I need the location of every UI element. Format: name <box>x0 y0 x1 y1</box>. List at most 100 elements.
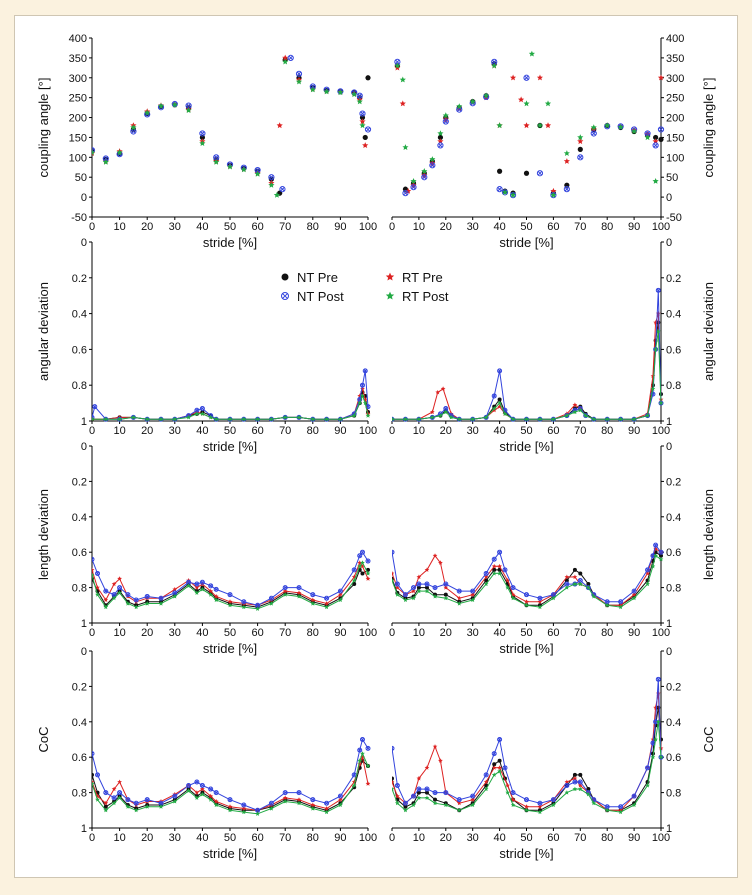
data-point <box>437 142 444 149</box>
y-axis-label: CoC <box>701 726 716 752</box>
data-point <box>227 797 233 803</box>
data-point <box>362 368 368 374</box>
data-point <box>550 191 557 198</box>
data-point <box>563 150 570 156</box>
data-point <box>402 144 409 150</box>
data-point <box>491 765 497 770</box>
chart-coc-right: 0 10 20 30 40 50 60 70 80 90 100 0 0.2 0.4 0.6 0.8 1 stri… <box>389 646 716 861</box>
data-point <box>591 416 597 422</box>
data-point <box>273 191 280 198</box>
data-point <box>658 400 664 406</box>
x-tick-label: 70 <box>574 832 586 844</box>
data-point <box>296 790 302 796</box>
plot-area <box>394 50 665 199</box>
legend-item: NT Post <box>281 289 344 304</box>
data-point <box>652 178 659 184</box>
data-point <box>631 416 637 422</box>
data-point <box>362 397 368 402</box>
y-axis-label: CoC <box>36 726 51 752</box>
data-point <box>650 386 656 391</box>
data-point <box>523 122 530 129</box>
data-point <box>551 802 556 807</box>
data-point <box>483 786 489 792</box>
data-point <box>117 576 122 581</box>
data-point <box>483 581 489 587</box>
data-point <box>432 800 438 806</box>
y-tick-label: 0.8 <box>666 583 681 595</box>
data-point <box>324 595 330 601</box>
series-rt-post <box>392 329 664 422</box>
data-point <box>365 745 371 751</box>
data-point <box>416 795 422 800</box>
data-point <box>497 368 503 374</box>
data-point <box>483 779 489 784</box>
data-point <box>310 416 316 422</box>
data-point <box>550 187 557 194</box>
data-point <box>564 574 570 579</box>
data-point <box>131 414 136 420</box>
data-point <box>544 100 552 107</box>
data-point <box>577 783 583 788</box>
series-nt-post <box>392 542 664 605</box>
data-point <box>359 110 366 117</box>
y-axis-label: coupling angle [°] <box>36 78 51 178</box>
data-point <box>497 168 503 174</box>
data-point <box>103 597 109 602</box>
data-point <box>125 797 131 803</box>
data-point <box>544 122 552 129</box>
y-axis-label: length deviation <box>701 489 716 580</box>
data-point <box>438 413 443 418</box>
data-point <box>501 189 509 195</box>
data-point <box>650 754 656 760</box>
data-point <box>483 574 489 579</box>
y-tick-label: 1 <box>81 823 87 835</box>
data-point <box>268 800 274 806</box>
x-tick-label: 60 <box>547 221 559 233</box>
data-point <box>117 585 123 591</box>
data-point <box>172 586 178 592</box>
data-point <box>590 124 597 131</box>
data-point <box>395 793 400 799</box>
y-tick-label: 0.8 <box>666 380 681 392</box>
data-point <box>631 802 637 807</box>
x-tick-label: 0 <box>389 425 395 437</box>
data-point <box>310 797 316 803</box>
data-point <box>429 162 436 169</box>
plot-area <box>92 549 371 611</box>
x-axis-label: stride [%] <box>203 235 257 250</box>
data-point <box>117 795 122 800</box>
x-tick-label: 30 <box>467 832 479 844</box>
legend-label: NT Pre <box>297 270 338 285</box>
series-nt-post <box>92 737 371 813</box>
data-point <box>497 768 502 774</box>
data-point <box>491 393 497 399</box>
data-point <box>213 158 220 165</box>
data-point <box>399 100 406 107</box>
y-tick-label: 300 <box>69 73 87 85</box>
chart-angdev-left: 0 10 20 30 40 50 60 70 80 90 100 0 0.2 0.4 0.6 0.8 1 stri… <box>36 237 377 454</box>
x-tick-label: 20 <box>141 221 153 233</box>
x-tick-label: 70 <box>279 832 291 844</box>
data-point <box>213 416 219 422</box>
y-tick-label: 1 <box>81 416 87 428</box>
data-point <box>416 581 422 587</box>
series-line <box>92 387 369 420</box>
series-rt-post <box>92 58 366 198</box>
x-tick-label: 10 <box>413 627 425 639</box>
data-point <box>357 553 363 559</box>
y-tick-label: 350 <box>69 53 87 65</box>
data-point <box>241 802 247 808</box>
data-point <box>392 570 395 576</box>
data-point <box>144 601 150 606</box>
x-tick-label: 50 <box>520 221 532 233</box>
data-point <box>577 138 584 145</box>
data-point <box>92 572 95 578</box>
data-point <box>491 62 498 69</box>
data-point <box>130 124 137 131</box>
data-point <box>241 809 247 815</box>
series-line <box>392 707 662 811</box>
data-point <box>403 807 408 813</box>
x-tick-label: 60 <box>547 832 559 844</box>
data-point <box>528 50 535 57</box>
data-point <box>403 804 408 809</box>
